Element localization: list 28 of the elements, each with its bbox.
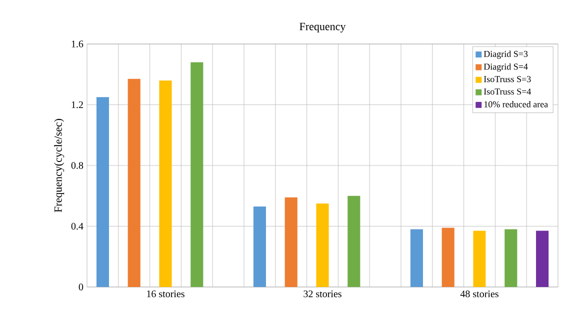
- legend-label: IsoTruss S=4: [484, 88, 531, 95]
- bar: [536, 230, 549, 287]
- y-tick-label: 0: [78, 284, 84, 290]
- bar: [442, 228, 454, 287]
- chart-title: Frequency: [300, 22, 346, 32]
- bar: [96, 97, 109, 287]
- x-tick-label: 16 stories: [147, 290, 184, 298]
- bar: [284, 197, 298, 287]
- bar: [159, 80, 172, 287]
- bar: [128, 78, 140, 287]
- bar: [316, 203, 329, 287]
- y-tick-label: 1.2: [72, 101, 83, 108]
- bar: [410, 229, 423, 287]
- bar: [348, 196, 360, 287]
- bar: [504, 229, 518, 287]
- y-tick-label: 0.8: [71, 162, 84, 169]
- legend-label: IsoTruss S=3: [484, 76, 531, 82]
- x-tick-label: 32 stories: [304, 290, 342, 298]
- legend-label: Diagrid S=4: [484, 63, 528, 72]
- legend-label: 10% reduced area: [484, 101, 548, 108]
- y-tick-label: 0.4: [71, 222, 84, 230]
- x-tick-label: 48 stories: [460, 290, 498, 298]
- bar: [253, 206, 266, 287]
- legend-label: Diagrid S=3: [484, 50, 528, 59]
- y-axis-title: Frequency(cycle/sec): [54, 118, 64, 212]
- bar: [473, 230, 486, 287]
- bar: [190, 62, 204, 287]
- y-tick-label: 1.6: [72, 40, 84, 48]
